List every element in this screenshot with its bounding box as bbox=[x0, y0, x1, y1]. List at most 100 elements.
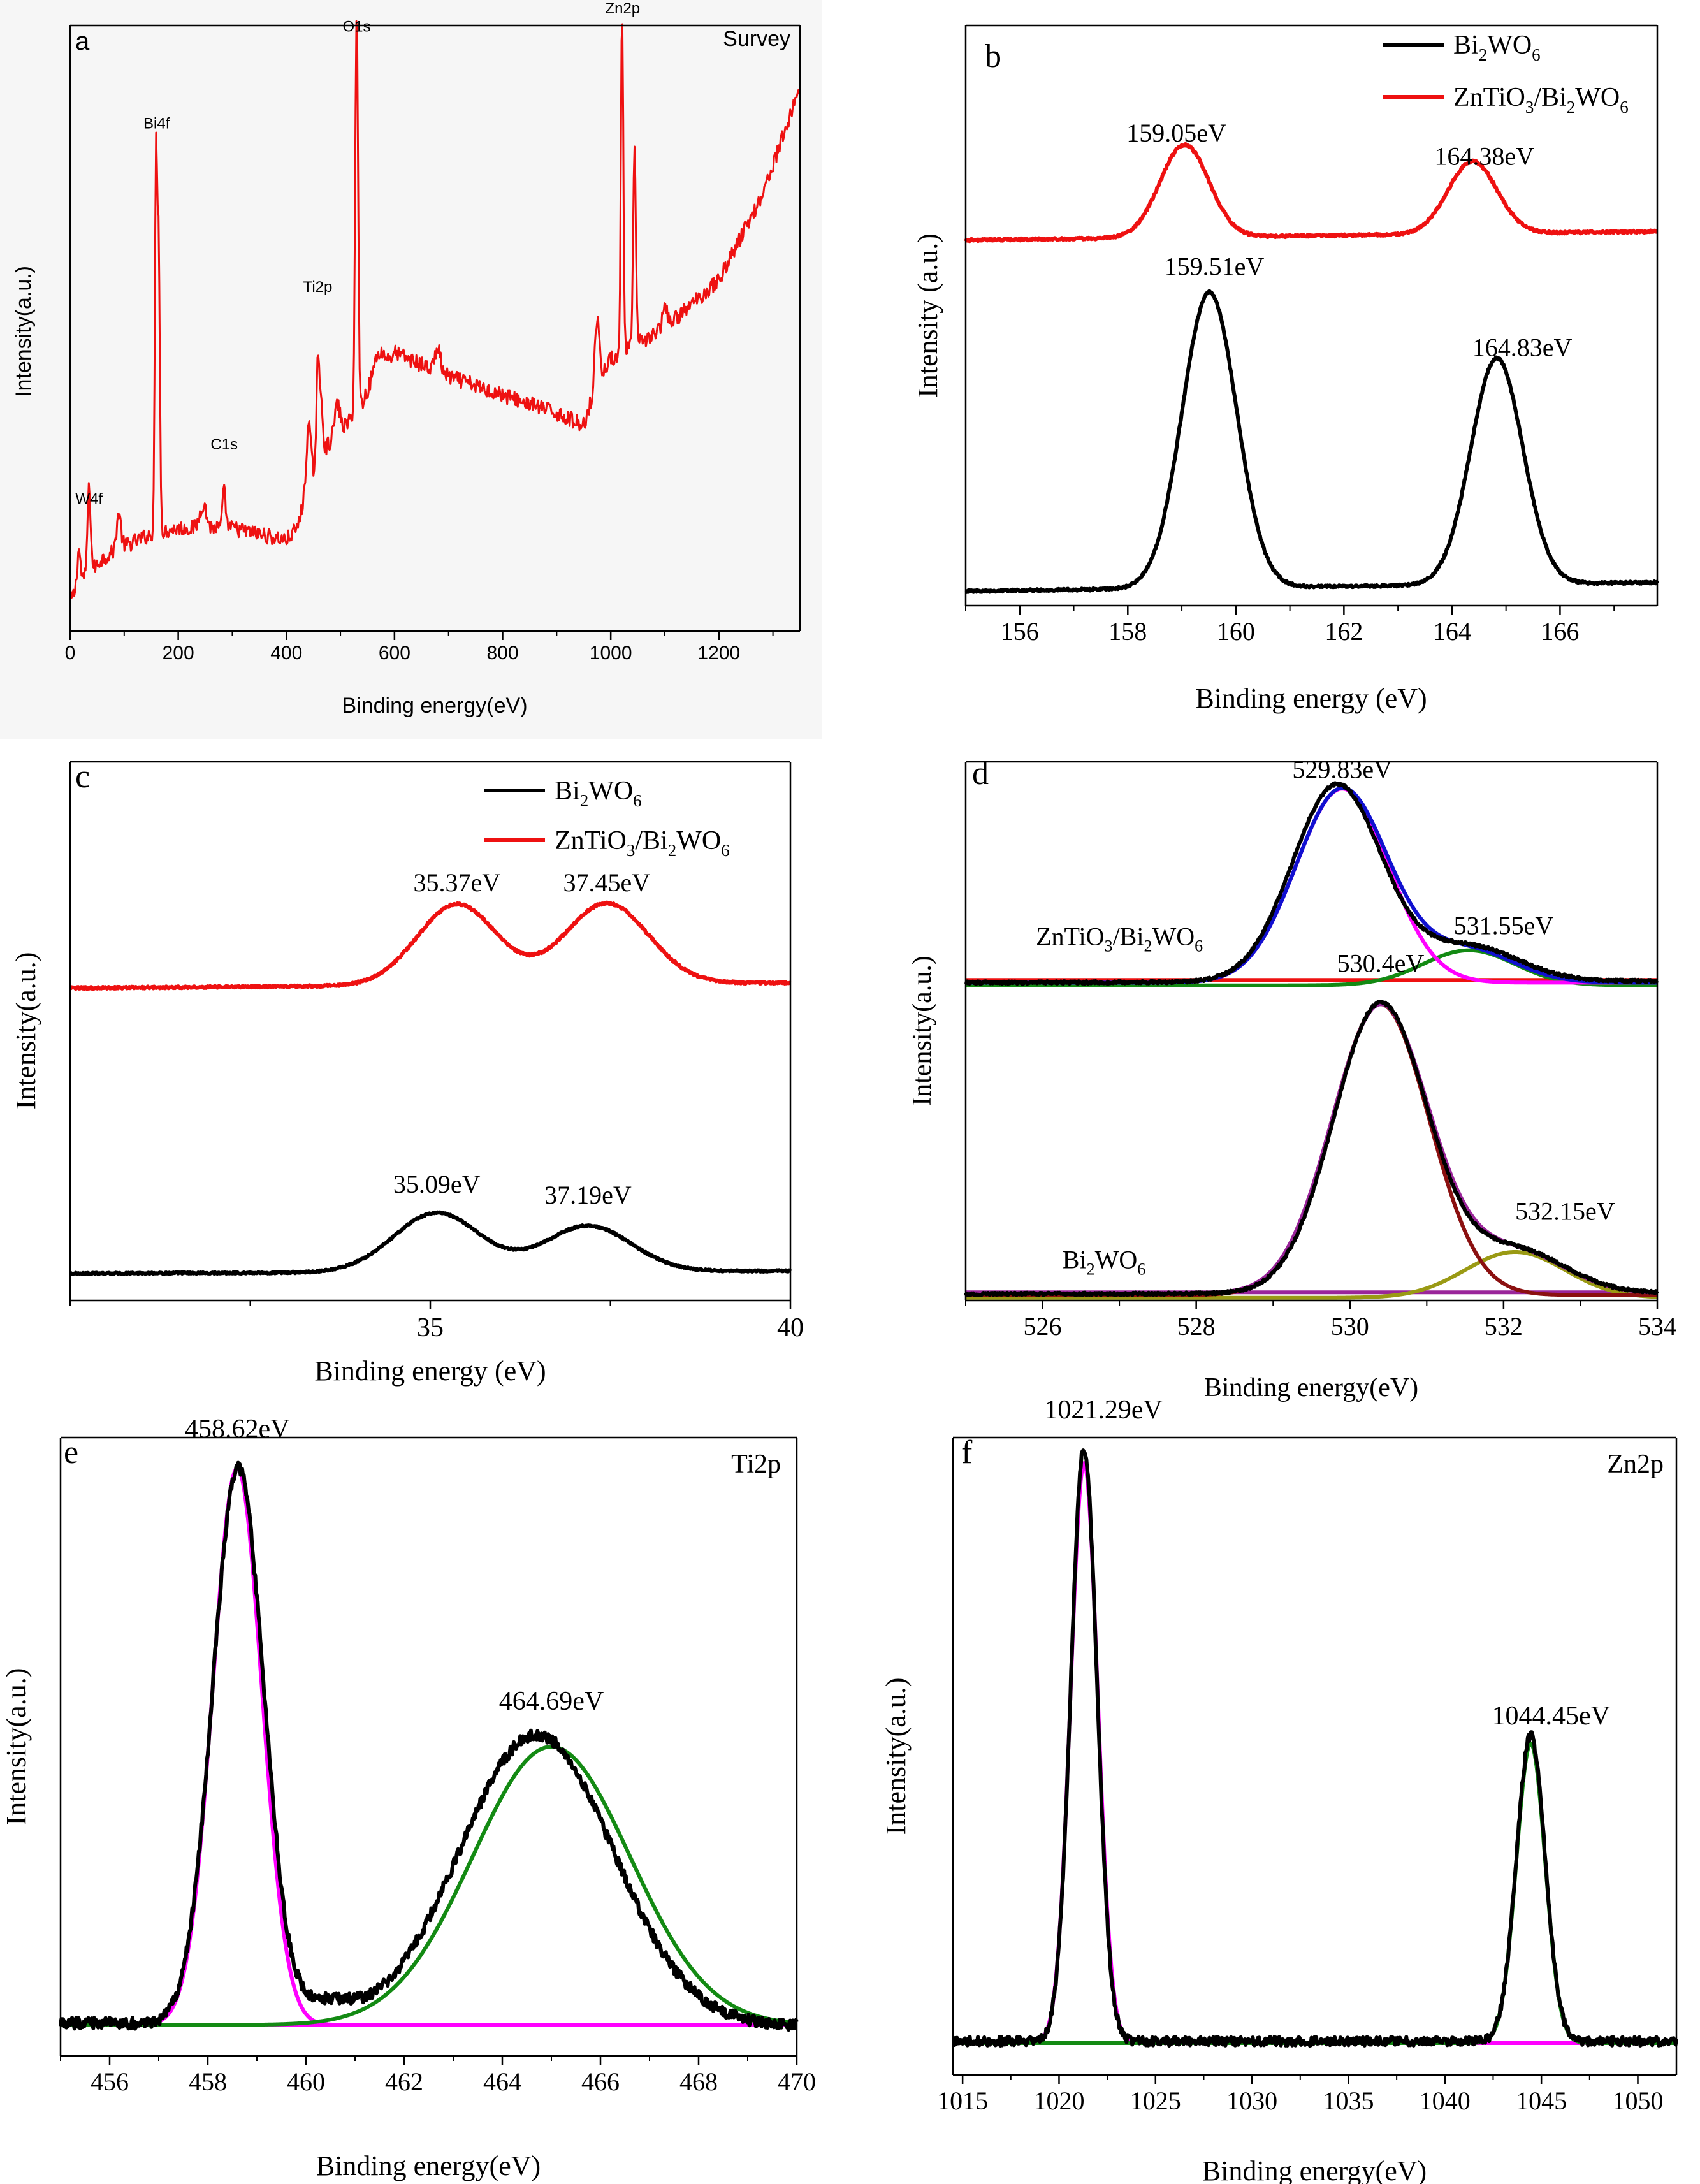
x-tick-label-d-2: 530 bbox=[1331, 1312, 1369, 1341]
annotation-a-3: Ti2p bbox=[303, 279, 333, 296]
legend-label-c-0: Bi2WO6 bbox=[555, 776, 642, 810]
x-tick-label-b-5: 166 bbox=[1541, 617, 1579, 646]
x-tick-label-f-5: 1040 bbox=[1420, 2086, 1471, 2115]
x-tick-label-e-2: 460 bbox=[287, 2067, 325, 2096]
x-tick-label-e-0: 456 bbox=[91, 2067, 129, 2096]
annotation-a-5: Zn2p bbox=[605, 0, 640, 17]
panel-a-background bbox=[0, 0, 822, 739]
y-axis-label-b: Intensity (a.u.) bbox=[912, 233, 943, 398]
annotation-d-2: ZnTiO3/Bi2WO6 bbox=[1036, 922, 1203, 955]
x-tick-label-d-1: 528 bbox=[1177, 1312, 1216, 1341]
x-tick-label-f-2: 1025 bbox=[1130, 2086, 1181, 2115]
x-tick-label-c-1: 40 bbox=[777, 1313, 804, 1343]
annotation-d-0: 529.83eV bbox=[1292, 755, 1392, 783]
panel-e: 456 458 460 462 464 466 468 470 e Ti2p Binding ene… bbox=[1, 1415, 816, 2181]
series-line-e-2 bbox=[59, 1745, 798, 2027]
annotation-d-4: 532.15eV bbox=[1515, 1197, 1615, 1225]
legend-label-c-1: ZnTiO3/Bi2WO6 bbox=[555, 826, 730, 860]
panel-title-a: Survey bbox=[723, 27, 790, 51]
series-line-f-3 bbox=[952, 1448, 1678, 2048]
x-tick-label-e-3: 462 bbox=[385, 2067, 423, 2096]
panel-a: 0 200 400 600 800 1000 1200 a Survey Binding ener… bbox=[11, 0, 801, 718]
y-axis-label-c: Intensity(a.u.) bbox=[10, 952, 41, 1110]
x-tick-label-a-5: 1000 bbox=[590, 643, 632, 664]
panel-label-e: e bbox=[64, 1434, 78, 1471]
x-tick-label-d-3: 532 bbox=[1485, 1312, 1523, 1341]
x-tick-label-f-6: 1045 bbox=[1516, 2086, 1567, 2115]
legend-label-b-1: ZnTiO3/Bi2WO6 bbox=[1453, 83, 1629, 117]
x-tick-label-b-3: 162 bbox=[1325, 617, 1363, 646]
panel-label-d: d bbox=[972, 755, 989, 792]
annotation-f-1: 1044.45eV bbox=[1492, 1701, 1610, 1731]
x-tick-label-b-4: 164 bbox=[1433, 617, 1471, 646]
x-tick-label-a-1: 200 bbox=[163, 643, 194, 664]
panel-c: 35 40 c Binding energy (eV) Intensity(a.u.) 3… bbox=[10, 759, 804, 1387]
x-tick-label-e-7: 470 bbox=[778, 2067, 816, 2096]
annotation-b-3: 164.83eV bbox=[1472, 333, 1573, 362]
y-axis-label-f: Intensity(a.u.) bbox=[880, 1678, 912, 1835]
x-tick-label-a-0: 0 bbox=[65, 643, 76, 664]
annotation-c-2: 35.09eV bbox=[393, 1170, 481, 1198]
panel-b: 156 158 160 162 164 166 b Binding energy (eV) In… bbox=[912, 24, 1659, 714]
annotation-e-0: 458.62eV bbox=[185, 1415, 289, 1444]
x-tick-label-e-5: 466 bbox=[581, 2067, 620, 2096]
annotation-c-1: 37.45eV bbox=[563, 868, 651, 897]
x-tick-label-f-3: 1030 bbox=[1226, 2086, 1277, 2115]
panel-title-e: Ti2p bbox=[731, 1450, 781, 1479]
panel-title-f: Zn2p bbox=[1607, 1450, 1664, 1479]
panel-label-c: c bbox=[75, 759, 90, 795]
y-axis-label-a: Intensity(a.u.) bbox=[11, 266, 36, 397]
series-line-d-4 bbox=[964, 781, 1659, 986]
annotation-a-2: C1s bbox=[210, 436, 238, 453]
x-tick-label-d-4: 534 bbox=[1638, 1312, 1676, 1341]
x-tick-label-b-1: 158 bbox=[1108, 617, 1147, 646]
y-axis-label-d: Intensity(a.u.) bbox=[908, 956, 937, 1106]
panel-label-b: b bbox=[985, 38, 1001, 75]
annotation-a-1: Bi4f bbox=[143, 115, 170, 133]
x-tick-label-a-6: 1200 bbox=[697, 643, 740, 664]
annotation-d-5: Bi2WO6 bbox=[1063, 1245, 1145, 1278]
annotation-b-2: 159.51eV bbox=[1165, 252, 1265, 280]
series-line-c-0 bbox=[69, 900, 792, 991]
x-tick-label-a-4: 800 bbox=[486, 643, 518, 664]
x-tick-label-f-0: 1015 bbox=[937, 2086, 988, 2115]
x-tick-label-f-1: 1020 bbox=[1033, 2086, 1084, 2115]
series-line-b-0 bbox=[964, 142, 1659, 244]
x-tick-label-b-0: 156 bbox=[1001, 617, 1039, 646]
x-axis-label-a: Binding energy(eV) bbox=[342, 694, 527, 718]
series-line-c-1 bbox=[69, 1210, 792, 1276]
panel-label-f: f bbox=[961, 1434, 973, 1471]
panel-label-a: a bbox=[75, 27, 90, 55]
x-tick-label-e-6: 468 bbox=[679, 2067, 718, 2096]
x-tick-label-e-1: 458 bbox=[189, 2067, 227, 2096]
series-line-d-9 bbox=[964, 1000, 1659, 1297]
annotation-a-4: O1s bbox=[343, 18, 371, 36]
x-axis-label-b: Binding energy (eV) bbox=[1195, 683, 1427, 714]
annotation-b-0: 159.05eV bbox=[1126, 119, 1226, 147]
x-tick-label-c-0: 35 bbox=[417, 1313, 444, 1343]
y-axis-label-e: Intensity(a.u.) bbox=[1, 1668, 32, 1826]
annotation-c-0: 35.37eV bbox=[413, 868, 500, 897]
panel-f: 1015 1020 1025 1030 1035 1040 1045 1050 f Zn2p Bin… bbox=[880, 1395, 1678, 2184]
x-axis-label-c: Binding energy (eV) bbox=[314, 1355, 546, 1387]
x-tick-label-a-2: 400 bbox=[270, 643, 302, 664]
series-line-a-0 bbox=[69, 20, 801, 599]
annotation-f-0: 1021.29eV bbox=[1044, 1395, 1162, 1425]
x-tick-label-f-4: 1035 bbox=[1323, 2086, 1374, 2115]
x-axis-label-d: Binding energy(eV) bbox=[1204, 1373, 1418, 1402]
x-axis-label-e: Binding energy(eV) bbox=[316, 2150, 541, 2181]
x-tick-label-a-3: 600 bbox=[379, 643, 410, 664]
x-tick-label-d-0: 526 bbox=[1024, 1312, 1062, 1341]
x-tick-label-e-4: 464 bbox=[483, 2067, 521, 2096]
x-tick-label-b-2: 160 bbox=[1217, 617, 1255, 646]
annotation-a-0: W4f bbox=[75, 491, 103, 508]
annotation-b-1: 164.38eV bbox=[1434, 142, 1534, 170]
x-axis-label-f: Binding energy(eV) bbox=[1202, 2155, 1427, 2184]
annotation-c-3: 37.19eV bbox=[544, 1181, 632, 1209]
annotation-d-1: 531.55eV bbox=[1454, 911, 1554, 940]
annotation-e-1: 464.69eV bbox=[499, 1687, 604, 1716]
x-tick-label-f-7: 1050 bbox=[1612, 2086, 1663, 2115]
series-line-e-3 bbox=[59, 1460, 799, 2032]
series-line-b-1 bbox=[964, 289, 1659, 594]
